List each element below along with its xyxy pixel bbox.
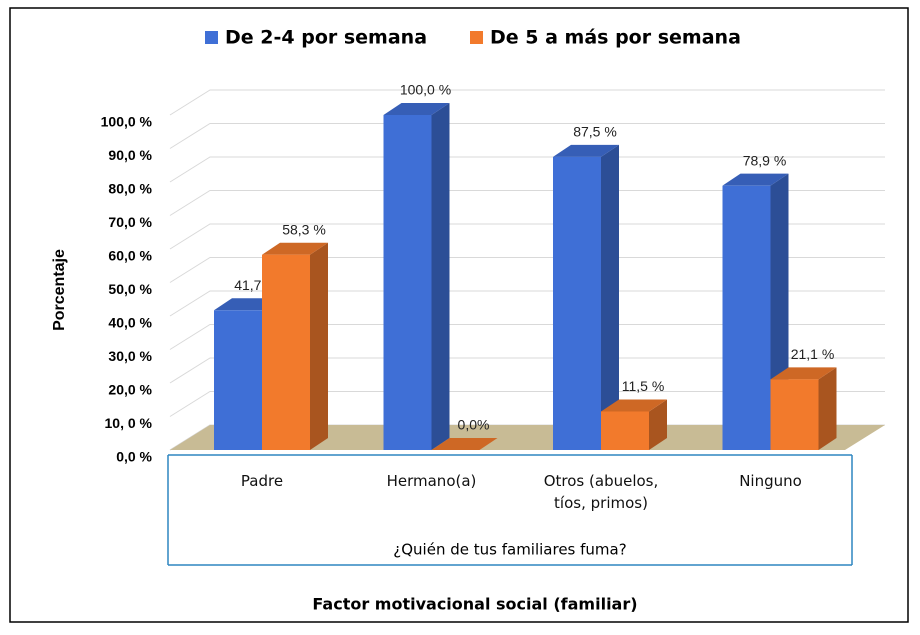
bar-side <box>649 399 667 450</box>
x-tick-label: Hermano(a) <box>386 472 477 490</box>
y-axis-title: Porcentaje <box>51 249 68 331</box>
bar-front <box>770 379 819 450</box>
x-tick-label-box: Padre <box>240 472 284 490</box>
legend-swatch <box>205 31 218 44</box>
y-tick-label: 30,0 % <box>108 348 152 364</box>
x-axis-title: Factor motivacional social (familiar) <box>312 595 637 614</box>
bar-front <box>553 156 601 450</box>
y-tick-label: 50,0 % <box>108 281 152 297</box>
bar-top <box>383 103 450 115</box>
bar <box>553 144 619 450</box>
x-tick-label: Padre <box>240 472 284 490</box>
bar-side <box>431 103 450 450</box>
y-tick-label: 40,0 % <box>108 315 152 331</box>
bar <box>262 242 328 450</box>
value-label: 21,1 % <box>791 346 835 362</box>
y-tick-label: 60,0 % <box>108 248 152 264</box>
bar-side <box>310 242 328 450</box>
value-label: 87,5 % <box>573 124 617 140</box>
bar <box>601 399 667 450</box>
bar-top <box>601 399 667 412</box>
bar-top <box>770 367 837 380</box>
legend-label: De 5 a más por semana <box>490 27 741 49</box>
y-tick-label: 20,0 % <box>108 382 152 398</box>
grid-line <box>169 123 885 149</box>
grid-line <box>169 324 885 350</box>
bar-front <box>722 185 771 450</box>
bar-front <box>601 411 649 450</box>
bar-front <box>262 254 310 450</box>
x-tick-label-box: Ninguno <box>739 472 802 490</box>
y-tick-label: 90,0 % <box>108 147 152 163</box>
value-label: 11,5 % <box>622 378 665 394</box>
bar <box>722 173 789 450</box>
grid-line <box>169 357 885 384</box>
y-tick-label: 100,0 % <box>101 114 153 130</box>
x-group-label: ¿Quién de tus familiares fuma? <box>393 541 626 559</box>
grid-line <box>169 89 885 116</box>
bar-side <box>818 367 837 450</box>
bar <box>770 367 837 450</box>
value-label: 0,0% <box>458 417 490 433</box>
grid-line <box>169 290 885 317</box>
value-label: 58,3 % <box>282 221 326 237</box>
value-label: 78,9 % <box>743 152 787 168</box>
value-label: 100,0 % <box>400 82 451 98</box>
x-tick-label: Ninguno <box>739 472 802 490</box>
floor <box>170 425 885 450</box>
y-tick-label: 80,0 % <box>108 181 152 197</box>
bar-side <box>601 144 619 450</box>
x-tick-label-box: Otros (abuelos, tíos, primos) <box>543 472 659 512</box>
bar-front <box>214 310 262 450</box>
bar <box>383 103 450 450</box>
x-tick-label-box: Hermano(a) <box>386 472 477 490</box>
grid-line <box>169 257 885 283</box>
x-tick-label: Otros (abuelos, tíos, primos) <box>543 472 659 512</box>
grid-line <box>169 223 885 250</box>
y-tick-label: 0,0 % <box>116 449 152 465</box>
grid-line <box>169 190 885 216</box>
bar-top <box>262 242 328 255</box>
bar <box>431 438 498 450</box>
grid-line <box>169 391 885 417</box>
bar-top <box>431 438 498 450</box>
legend-swatch <box>470 31 483 44</box>
bar-top <box>553 144 619 157</box>
y-tick-label: 70,0 % <box>108 214 152 230</box>
grid-line <box>169 156 885 183</box>
bar-top <box>722 173 789 186</box>
y-tick-label: 10, 0 % <box>105 415 153 431</box>
legend-label: De 2-4 por semana <box>225 27 427 49</box>
bar-front <box>383 115 432 450</box>
